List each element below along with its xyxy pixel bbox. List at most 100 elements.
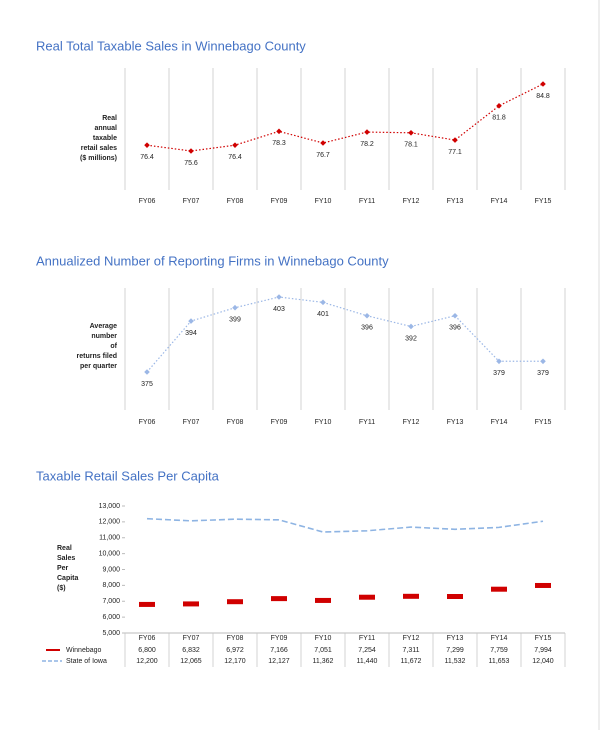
y-tick-label: 10,000 <box>99 550 121 557</box>
data-label: 84.8 <box>536 93 550 100</box>
y-axis-label: Real <box>102 115 117 122</box>
data-label: 396 <box>449 325 461 332</box>
data-label: 399 <box>229 317 241 324</box>
point-marker <box>271 596 287 602</box>
y-axis-label: retail sales <box>81 145 117 152</box>
series-line <box>146 517 544 533</box>
y-axis-label: ($ millions) <box>80 155 117 162</box>
chart-title: Annualized Number of Reporting Firms in … <box>36 253 389 268</box>
series-line <box>146 83 544 152</box>
x-tick-label: FY07 <box>183 198 200 205</box>
y-axis-label: number <box>91 333 117 340</box>
y-axis-label: annual <box>94 125 117 132</box>
table-value: 7,311 <box>403 647 420 654</box>
x-tick-label: FY06 <box>139 419 156 426</box>
table-value: 7,051 <box>314 647 332 654</box>
data-label: 394 <box>185 330 197 337</box>
x-tick-label: FY06 <box>139 635 156 642</box>
data-label: 76.4 <box>140 154 154 161</box>
x-tick-label: FY15 <box>535 198 552 205</box>
x-tick-label: FY15 <box>535 635 552 642</box>
table-value: 11,362 <box>313 658 334 665</box>
y-axis-label: of <box>110 343 117 350</box>
y-axis-label: Sales <box>57 555 75 562</box>
x-tick-label: FY08 <box>227 635 244 642</box>
data-label: 77.1 <box>448 149 462 156</box>
point-marker <box>540 81 546 87</box>
point-marker <box>535 582 551 588</box>
point-marker <box>320 140 326 146</box>
point-marker <box>276 294 282 300</box>
point-marker <box>188 148 194 154</box>
point-marker <box>232 142 238 148</box>
x-tick-label: FY14 <box>491 198 508 205</box>
data-label: 76.7 <box>316 152 330 159</box>
legend-label: State of Iowa <box>66 658 107 665</box>
table-value: 12,200 <box>136 658 158 665</box>
table-value: 6,832 <box>182 647 200 654</box>
table-value: 11,672 <box>401 658 422 665</box>
x-tick-label: FY13 <box>447 635 464 642</box>
x-tick-label: FY07 <box>183 635 200 642</box>
data-label: 78.1 <box>404 142 418 149</box>
y-tick-label: 12,000 <box>99 519 121 526</box>
x-tick-label: FY12 <box>403 419 420 426</box>
x-tick-label: FY13 <box>447 419 464 426</box>
y-axis-label: taxable <box>93 135 117 142</box>
table-value: 7,759 <box>490 647 508 654</box>
data-label: 78.3 <box>272 140 286 147</box>
y-axis-label: per quarter <box>80 363 117 370</box>
point-marker <box>452 312 458 319</box>
y-tick-label: 8,000 <box>102 582 120 589</box>
x-tick-label: FY06 <box>139 198 156 205</box>
point-marker <box>315 597 331 603</box>
point-marker <box>144 369 150 375</box>
data-label: 76.4 <box>228 154 242 161</box>
x-tick-label: FY14 <box>491 419 508 426</box>
point-marker <box>408 323 414 330</box>
table-value: 7,299 <box>446 647 464 654</box>
point-marker <box>183 601 199 607</box>
chart-title: Taxable Retail Sales Per Capita <box>36 468 220 483</box>
x-tick-label: FY12 <box>403 635 420 642</box>
legend-label: Winnebago <box>66 647 102 654</box>
point-marker <box>452 137 458 143</box>
data-label: 81.8 <box>492 115 506 122</box>
x-tick-label: FY09 <box>271 635 288 642</box>
x-tick-label: FY08 <box>227 419 244 426</box>
y-tick-label: 11,000 <box>99 535 120 542</box>
x-tick-label: FY08 <box>227 198 244 205</box>
x-tick-label: FY11 <box>359 198 375 205</box>
y-tick-label: 9,000 <box>102 566 120 573</box>
x-tick-label: FY07 <box>183 419 200 426</box>
x-tick-label: FY10 <box>315 198 332 205</box>
point-marker <box>320 299 326 306</box>
data-label: 78.2 <box>360 141 374 148</box>
data-label: 401 <box>317 311 329 318</box>
table-value: 11,532 <box>445 658 466 665</box>
data-label: 403 <box>273 306 285 313</box>
data-label: 396 <box>361 325 373 332</box>
table-value: 6,972 <box>226 647 244 654</box>
point-marker <box>447 594 463 600</box>
point-marker <box>227 599 243 605</box>
table-value: 7,166 <box>270 647 288 654</box>
point-marker <box>232 304 238 311</box>
data-label: 379 <box>493 370 505 377</box>
x-tick-label: FY09 <box>271 419 288 426</box>
table-value: 7,254 <box>358 647 376 654</box>
point-marker <box>408 129 414 136</box>
data-label: 392 <box>405 335 417 342</box>
x-tick-label: FY11 <box>359 419 375 426</box>
point-marker <box>364 129 370 135</box>
point-marker <box>364 312 370 319</box>
table-value: 12,065 <box>180 658 202 665</box>
y-axis-label: Average <box>90 323 117 330</box>
x-tick-label: FY10 <box>315 419 332 426</box>
data-label: 379 <box>537 370 549 377</box>
table-value: 12,170 <box>224 658 246 665</box>
y-tick-label: 5,000 <box>102 630 120 637</box>
table-value: 7,994 <box>534 647 552 654</box>
